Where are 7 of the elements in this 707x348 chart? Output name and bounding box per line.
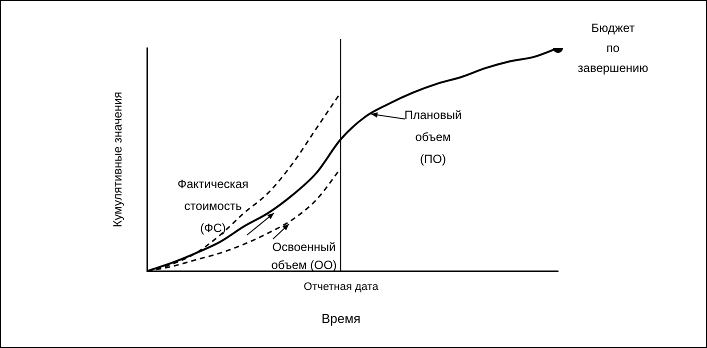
text: Отчетная дата	[304, 281, 380, 293]
text: Бюджет по завершению	[578, 21, 648, 75]
y-axis-title: Кумулятивные значения	[110, 92, 125, 228]
annotation: Плановый объем (ПО)	[404, 108, 462, 166]
text: Время	[321, 311, 361, 326]
annotation: Фактическая стоимость (ФС)	[178, 177, 248, 235]
annotation: Освоенный объем (ОО)	[271, 240, 337, 272]
